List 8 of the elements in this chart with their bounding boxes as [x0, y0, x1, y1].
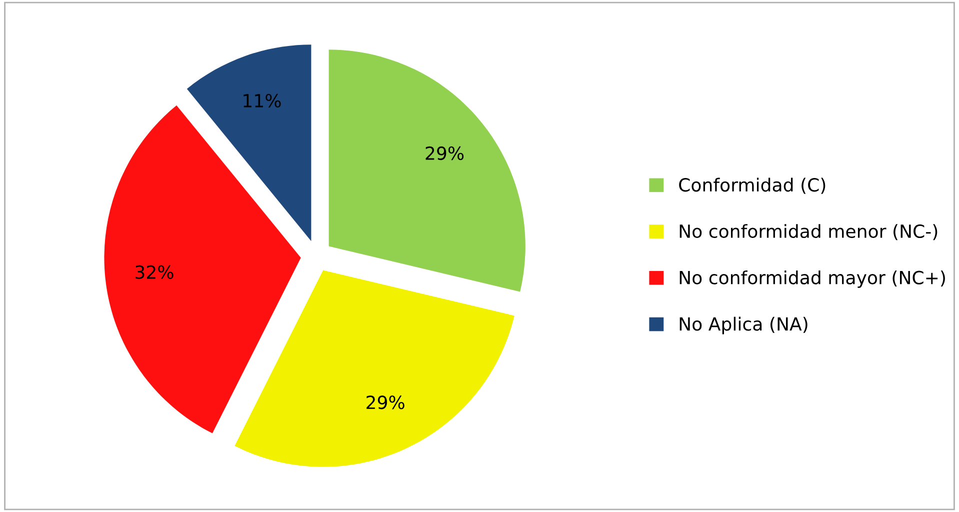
data-label: 29% [426, 146, 464, 160]
data-label: 29% [366, 396, 404, 410]
legend-label: No Aplica (NA) [680, 316, 808, 334]
legend-label: No conformidad menor (NC-) [680, 224, 938, 240]
legend-label: Conformidad (C) [679, 178, 826, 194]
data-label: 32% [136, 265, 174, 279]
legend-label: No conformidad mayor (NC+) [680, 270, 945, 288]
data-label: 11% [244, 94, 281, 108]
